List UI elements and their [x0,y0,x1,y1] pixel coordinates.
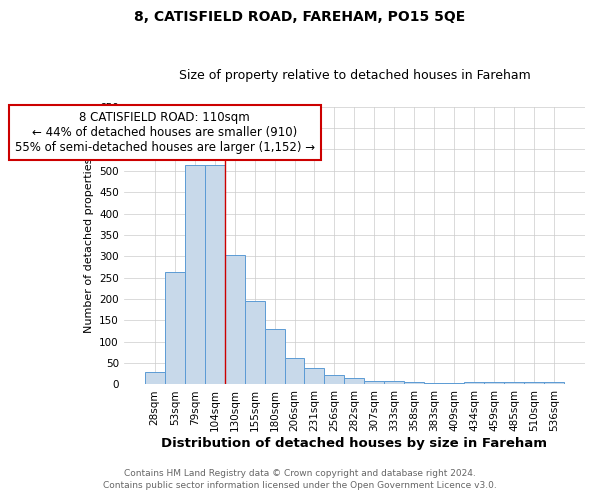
Bar [444,382,464,384]
Text: Contains HM Land Registry data © Crown copyright and database right 2024.
Contai: Contains HM Land Registry data © Crown c… [103,468,497,490]
Bar [464,382,484,384]
Bar [404,382,424,384]
Bar [364,380,385,384]
Bar [524,382,544,384]
Bar [224,255,245,384]
X-axis label: Distribution of detached houses by size in Fareham: Distribution of detached houses by size … [161,437,547,450]
Bar [245,301,265,384]
Bar [424,382,444,384]
Bar [165,272,185,384]
Text: 8, CATISFIELD ROAD, FAREHAM, PO15 5QE: 8, CATISFIELD ROAD, FAREHAM, PO15 5QE [134,10,466,24]
Bar [284,358,304,384]
Bar [265,329,284,384]
Bar [304,368,325,384]
Bar [504,382,524,384]
Title: Size of property relative to detached houses in Fareham: Size of property relative to detached ho… [179,69,530,82]
Bar [145,372,165,384]
Text: 8 CATISFIELD ROAD: 110sqm
← 44% of detached houses are smaller (910)
55% of semi: 8 CATISFIELD ROAD: 110sqm ← 44% of detac… [14,111,315,154]
Bar [205,166,224,384]
Bar [344,378,364,384]
Bar [325,374,344,384]
Bar [484,382,504,384]
Y-axis label: Number of detached properties: Number of detached properties [83,158,94,334]
Bar [544,382,564,384]
Bar [385,381,404,384]
Bar [185,166,205,384]
